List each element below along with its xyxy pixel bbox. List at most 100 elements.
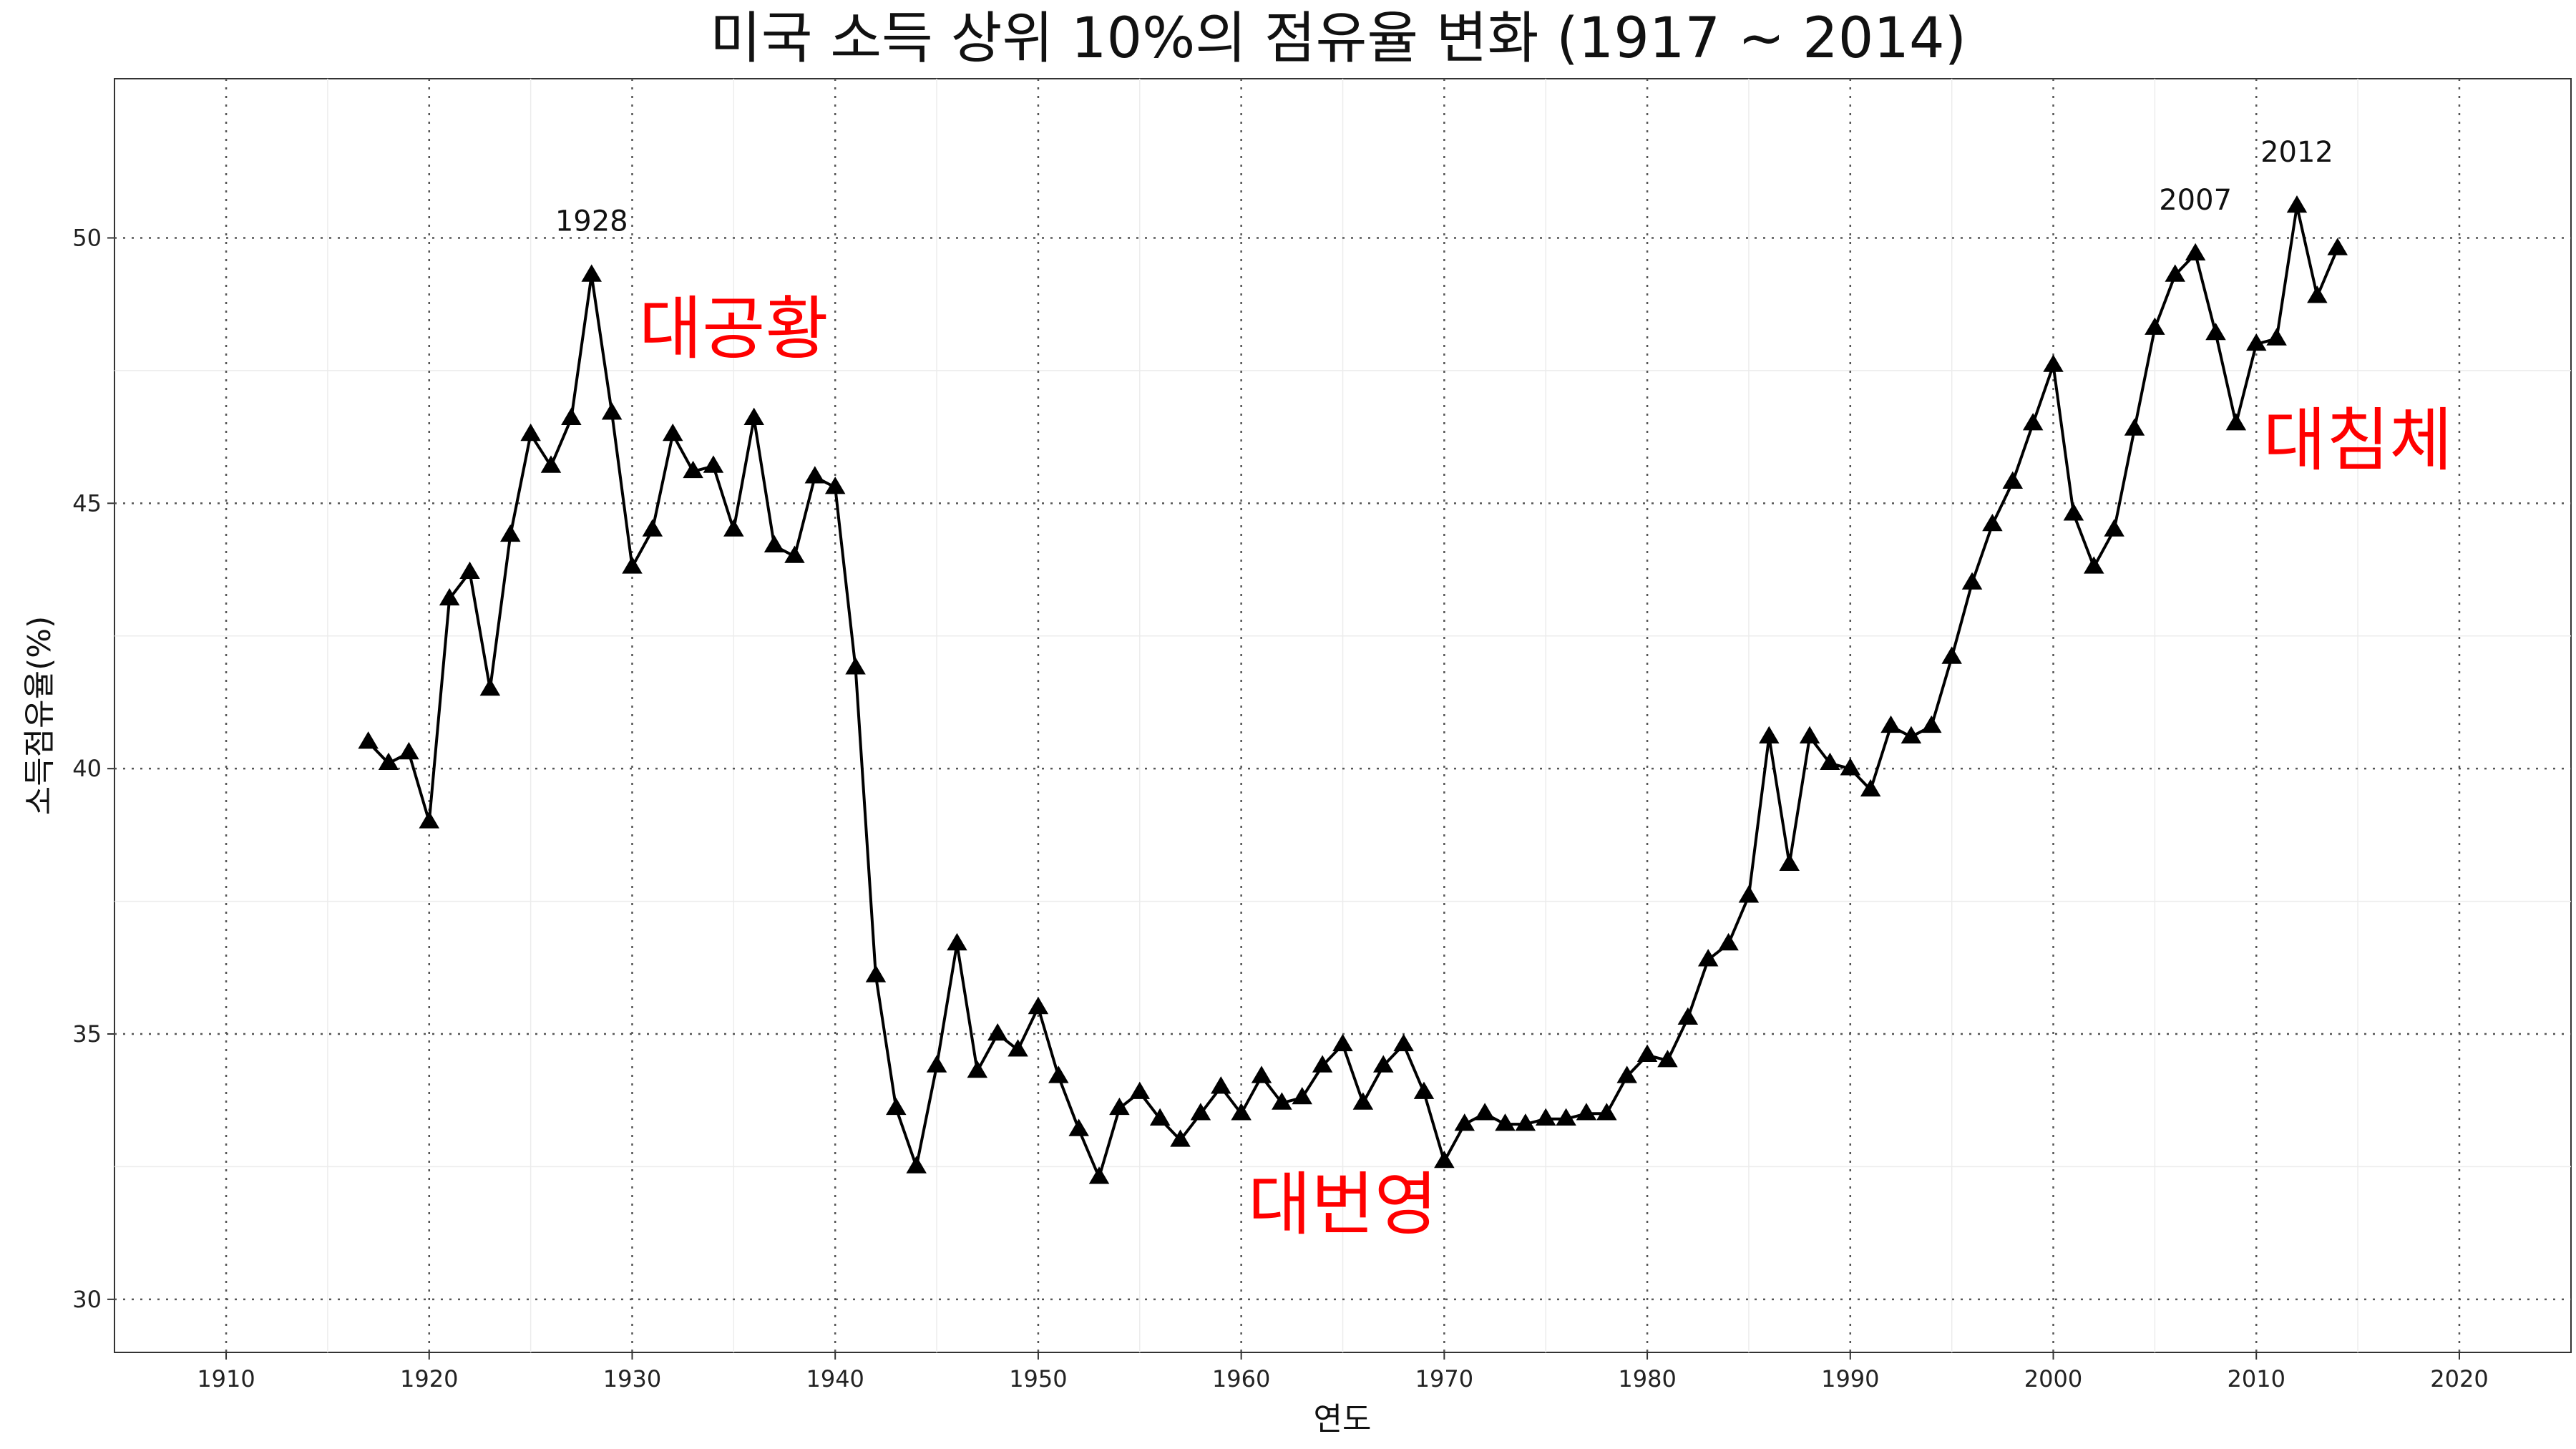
- data-point: [987, 1023, 1008, 1041]
- x-tick-label: 1920: [400, 1365, 458, 1392]
- data-point: [1352, 1092, 1374, 1110]
- x-tick-label: 1950: [1009, 1365, 1067, 1392]
- data-point: [561, 407, 582, 425]
- data-point: [1759, 726, 1780, 743]
- data-point: [1251, 1065, 1272, 1083]
- data-point: [2266, 328, 2287, 346]
- y-tick-label: 30: [72, 1286, 102, 1313]
- point-label: 2007: [2159, 184, 2232, 217]
- x-tick-label: 1930: [603, 1365, 661, 1392]
- data-point: [1697, 949, 1719, 967]
- data-point: [2327, 238, 2348, 255]
- data-point: [1028, 996, 1049, 1015]
- data-point: [2022, 413, 2044, 431]
- data-point: [1292, 1087, 1313, 1105]
- data-point: [1372, 1055, 1394, 1073]
- data-point: [845, 657, 866, 675]
- data-point: [1921, 715, 1942, 733]
- y-axis: 30 35 40 45 50: [72, 225, 114, 1313]
- y-tick-label: 50: [72, 225, 102, 252]
- x-tick-label: 1970: [1415, 1365, 1473, 1392]
- data-point: [601, 402, 623, 420]
- data-point: [1941, 646, 1962, 664]
- data-point: [804, 466, 826, 484]
- data-point: [358, 731, 379, 749]
- data-point: [1860, 779, 1881, 797]
- data-point: [1880, 715, 1901, 733]
- point-label-layer: 1928 2007 2012: [555, 136, 2333, 238]
- data-point: [419, 811, 440, 829]
- data-point: [1535, 1108, 1556, 1126]
- data-point: [1332, 1033, 1353, 1052]
- data-point: [1413, 1081, 1435, 1099]
- data-point: [906, 1156, 927, 1174]
- data-point: [1982, 514, 2003, 532]
- x-tick-label: 2000: [2024, 1365, 2082, 1392]
- data-point: [1820, 752, 1840, 771]
- data-point: [2043, 354, 2064, 372]
- data-point: [1474, 1103, 1496, 1121]
- data-point: [1636, 1044, 1658, 1062]
- data-point: [2225, 413, 2247, 431]
- data-point: [1170, 1129, 1191, 1147]
- data-point: [2145, 317, 2165, 335]
- data-point: [1149, 1108, 1171, 1126]
- data-point: [1088, 1166, 1110, 1184]
- data-point: [1048, 1065, 1069, 1083]
- data-point: [1008, 1039, 1028, 1057]
- x-tick-label: 2010: [2228, 1365, 2285, 1392]
- data-point: [399, 741, 419, 760]
- data-point: [1454, 1113, 1475, 1131]
- data-point: [500, 524, 521, 542]
- data-point: [743, 407, 764, 425]
- data-point: [479, 678, 501, 696]
- data-point: [1515, 1113, 1536, 1131]
- annotation-label: 대공황: [639, 289, 829, 369]
- data-point: [2286, 195, 2308, 213]
- x-tick-label: 1910: [197, 1365, 255, 1392]
- data-point: [1272, 1092, 1292, 1110]
- data-point: [703, 455, 724, 473]
- annotation-label: 대번영: [1248, 1164, 1438, 1244]
- data-point: [2205, 323, 2226, 341]
- data-point: [1961, 572, 1983, 590]
- data-point: [1556, 1108, 1576, 1126]
- point-label: 2012: [2260, 136, 2333, 169]
- data-point: [1616, 1065, 1637, 1083]
- data-point: [1779, 853, 1800, 871]
- data-point: [2084, 556, 2104, 574]
- data-point: [865, 965, 887, 982]
- data-point: [1596, 1103, 1617, 1121]
- y-axis-title: 소득점유율(%): [21, 616, 58, 816]
- data-point: [2185, 243, 2206, 261]
- x-axis: 1910 1920 1930 1940 1950 1960 1970 1980 1990 2000…: [197, 1352, 2489, 1392]
- data-point: [947, 932, 967, 951]
- x-tick-label: 1960: [1212, 1365, 1270, 1392]
- data-point: [1068, 1118, 1089, 1136]
- data-point: [1211, 1076, 1231, 1094]
- data-point: [2002, 471, 2024, 489]
- data-point: [926, 1055, 947, 1073]
- data-point: [683, 460, 703, 479]
- data-point: [1799, 726, 1820, 743]
- data-point: [2124, 418, 2145, 436]
- major-gridlines: [114, 79, 2571, 1352]
- data-point: [1901, 726, 1922, 743]
- data-point: [1393, 1033, 1414, 1052]
- data-point: [967, 1060, 988, 1078]
- data-point: [2165, 264, 2185, 282]
- data-point: [1718, 932, 1739, 951]
- x-tick-label: 1980: [1618, 1365, 1676, 1392]
- data-point: [886, 1097, 907, 1116]
- x-tick-label: 1940: [806, 1365, 864, 1392]
- marker-layer: [358, 195, 2348, 1184]
- data-point: [1434, 1151, 1455, 1169]
- data-point: [642, 519, 663, 537]
- data-point: [520, 423, 541, 441]
- data-point: [1129, 1081, 1151, 1099]
- data-point: [581, 264, 602, 282]
- data-point: [1495, 1113, 1516, 1131]
